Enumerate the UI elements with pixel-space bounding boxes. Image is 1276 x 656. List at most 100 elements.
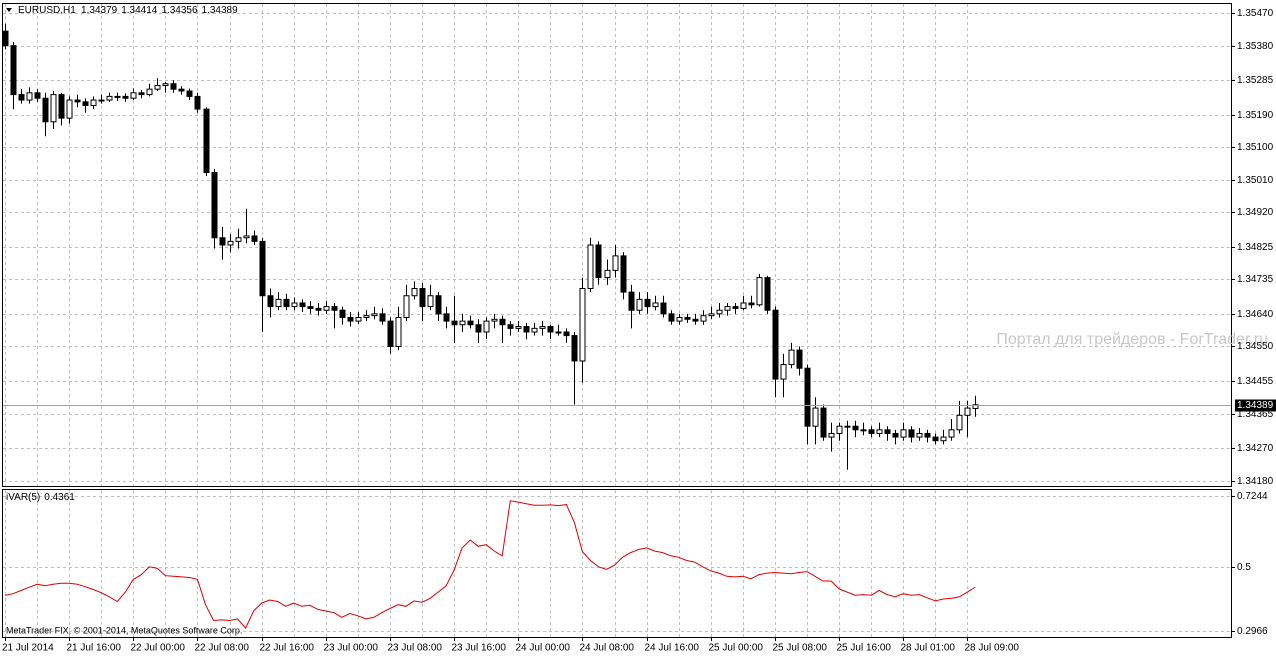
candle-body	[563, 331, 570, 337]
price-panel	[2, 3, 1232, 487]
x-tick-label: 22 Jul 16:00	[260, 643, 315, 654]
candle-body	[267, 295, 274, 308]
last-open: 1.34379	[81, 5, 118, 16]
candle-body	[852, 425, 859, 431]
candle-body	[684, 316, 691, 320]
symbol: EURUSD,H1	[18, 5, 76, 16]
watermark: Портал для трейдеров - ForTrader.ru	[996, 331, 1268, 348]
candle-body	[130, 92, 137, 99]
candle-body	[732, 306, 739, 309]
candle-body	[740, 302, 747, 309]
candle-body	[363, 315, 370, 318]
candle-body	[379, 313, 386, 322]
indicator-last: 0.4361	[44, 492, 75, 503]
candle-body	[18, 94, 25, 101]
plot-layer	[2, 4, 1231, 637]
candle-body	[876, 429, 883, 434]
candle-body	[716, 309, 723, 315]
candle-body	[194, 95, 201, 110]
x-tick-label: 24 Jul 08:00	[580, 643, 635, 654]
x-tick-label: 22 Jul 00:00	[131, 643, 186, 654]
candle-body	[956, 414, 963, 431]
candle-body	[26, 92, 33, 101]
candle-body	[315, 307, 322, 311]
candle-body	[788, 349, 795, 366]
x-tick-label: 25 Jul 00:00	[709, 643, 764, 654]
candle-body	[114, 95, 121, 98]
candle-body	[507, 324, 514, 329]
x-tick-label: 28 Jul 09:00	[965, 643, 1020, 654]
candle-body	[620, 255, 627, 293]
candle-body	[355, 316, 362, 322]
candle-body	[539, 326, 546, 329]
candle-body	[579, 287, 586, 362]
candle-body	[668, 313, 675, 322]
y-tick-label: 1.35010	[1237, 175, 1274, 186]
candle-body	[475, 324, 482, 333]
candle-body	[146, 88, 153, 96]
y-tick-label: 1.34640	[1237, 309, 1274, 320]
candle-body	[523, 326, 530, 333]
candle-body	[90, 99, 97, 106]
candle-body	[756, 277, 763, 306]
candle-body	[652, 302, 659, 308]
candle-body	[571, 335, 578, 362]
last-high: 1.34414	[121, 5, 158, 16]
candle-body	[10, 45, 17, 96]
candle-body	[347, 316, 354, 322]
candle-body	[235, 237, 242, 242]
y-tick-label: 1.34180	[1237, 476, 1274, 487]
candle-body	[371, 313, 378, 317]
candle-body	[403, 295, 410, 318]
candle-body	[451, 320, 458, 326]
candle-body	[700, 315, 707, 322]
candle-body	[491, 318, 498, 322]
candle-body	[395, 316, 402, 347]
candle-body	[50, 94, 57, 123]
candle-body	[82, 101, 89, 106]
candle-body	[2, 30, 9, 47]
candle-body	[251, 235, 258, 242]
candle-body	[499, 318, 506, 326]
candle-body	[259, 240, 266, 297]
candle-body	[916, 432, 923, 438]
candle-body	[291, 302, 298, 308]
candle-body	[772, 309, 779, 380]
x-tick-label: 23 Jul 08:00	[388, 643, 443, 654]
x-tick-label: 25 Jul 08:00	[773, 643, 828, 654]
candle-body	[780, 364, 787, 380]
candle-body	[186, 90, 193, 97]
candle-body	[162, 83, 169, 87]
candle-body	[660, 302, 667, 315]
candle-body	[299, 302, 306, 308]
candle-body	[74, 99, 81, 103]
candle-body	[628, 291, 635, 311]
candle-body	[676, 316, 683, 322]
candle-body	[98, 99, 105, 102]
candle-body	[636, 298, 643, 311]
candle-body	[339, 309, 346, 318]
last-price-label: 1.34389	[1237, 400, 1274, 411]
candle-body	[219, 237, 226, 246]
y-tick-label: 1.34920	[1237, 207, 1274, 218]
candle-body	[604, 269, 611, 279]
candle-body	[844, 425, 851, 428]
candle-body	[932, 436, 939, 442]
candle-body	[547, 326, 554, 333]
candle-body	[331, 306, 338, 311]
y-tick-label: 1.35190	[1237, 110, 1274, 121]
candle-body	[964, 407, 971, 416]
candle-body	[924, 432, 931, 438]
candle-body	[178, 88, 185, 92]
candle-body	[972, 404, 979, 409]
candle-body	[692, 318, 699, 322]
candle-body	[203, 108, 210, 174]
candle-body	[66, 99, 73, 119]
candle-body	[836, 425, 843, 434]
candle-body	[748, 302, 755, 306]
price-header: EURUSD,H1 1.34379 1.34414 1.34356 1.34389	[18, 5, 238, 16]
candle-body	[411, 287, 418, 297]
candle-body	[106, 95, 113, 101]
candle-body	[138, 92, 145, 96]
